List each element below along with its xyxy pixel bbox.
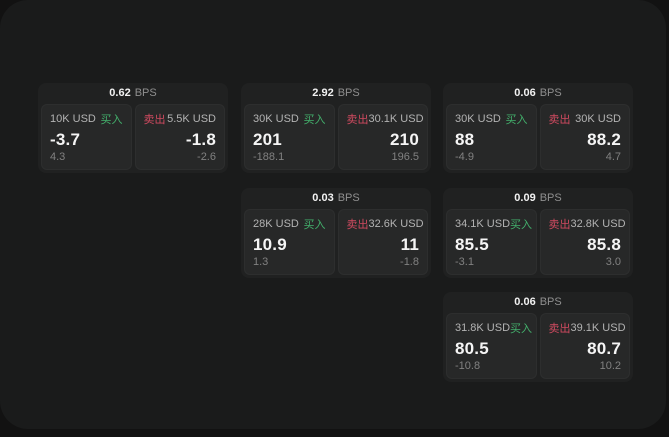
buy-sub-value: -4.9 bbox=[455, 151, 474, 163]
buy-label: 买入 bbox=[510, 323, 533, 335]
buy-price: 201 bbox=[253, 130, 282, 149]
sell-label: 卖出 bbox=[346, 114, 369, 126]
sell-price: -1.8 bbox=[185, 130, 216, 149]
sell-label: 卖出 bbox=[346, 219, 369, 231]
sell-amount: 30K USD bbox=[575, 113, 621, 125]
bps-header: 0.62 BPS bbox=[41, 83, 225, 104]
buy-sub-value: 1.3 bbox=[253, 256, 269, 268]
buy-label: 买入 bbox=[303, 114, 326, 126]
buy-panel[interactable]: 28K USD 买入 10.9 1.3 bbox=[244, 209, 335, 275]
buy-sub-value: 4.3 bbox=[50, 151, 66, 163]
buy-price: -3.7 bbox=[50, 130, 81, 149]
buy-sub-value: -3.1 bbox=[455, 256, 474, 268]
bps-header: 0.03 BPS bbox=[244, 188, 428, 209]
sell-sub-value: 196.5 bbox=[391, 151, 419, 163]
sell-price: 80.7 bbox=[587, 339, 621, 358]
buy-amount: 30K USD bbox=[455, 113, 501, 125]
sell-sub-value: 10.2 bbox=[599, 360, 621, 372]
sell-amount: 39.1K USD bbox=[570, 322, 626, 334]
bps-header: 2.92 BPS bbox=[244, 83, 428, 104]
sell-sub-value: 3.0 bbox=[605, 256, 621, 268]
quote-card[interactable]: 0.03 BPS 28K USD 买入 10.9 1.3 卖出 32.6K US… bbox=[241, 188, 431, 278]
buy-panel[interactable]: 30K USD 买入 201 -188.1 bbox=[244, 104, 335, 170]
quote-card[interactable]: 0.09 BPS 34.1K USD 买入 85.5 -3.1 卖出 32.8K… bbox=[443, 188, 633, 278]
buy-panel[interactable]: 31.8K USD 买入 80.5 -10.8 bbox=[446, 313, 537, 379]
buy-price: 80.5 bbox=[455, 339, 489, 358]
sell-panel[interactable]: 卖出 32.6K USD 11 -1.8 bbox=[337, 209, 428, 275]
buy-amount: 28K USD bbox=[253, 218, 299, 230]
sell-panel[interactable]: 卖出 32.8K USD 85.8 3.0 bbox=[539, 209, 630, 275]
buy-panel[interactable]: 10K USD 买入 -3.7 4.3 bbox=[41, 104, 132, 170]
bps-unit-label: BPS bbox=[337, 87, 360, 99]
sell-panel[interactable]: 卖出 30.1K USD 210 196.5 bbox=[337, 104, 428, 170]
buy-price: 88 bbox=[455, 130, 475, 149]
sell-amount: 32.6K USD bbox=[368, 218, 424, 230]
quote-card[interactable]: 0.06 BPS 30K USD 买入 88 -4.9 卖出 30K USD 8… bbox=[443, 83, 633, 173]
buy-amount: 34.1K USD bbox=[455, 218, 511, 230]
bps-header: 0.06 BPS bbox=[446, 83, 630, 104]
bps-value: 0.03 bbox=[312, 192, 334, 204]
buy-panel[interactable]: 30K USD 买入 88 -4.9 bbox=[446, 104, 537, 170]
buy-sub-value: -188.1 bbox=[253, 151, 285, 163]
sell-amount: 32.8K USD bbox=[570, 218, 626, 230]
sell-sub-value: 4.7 bbox=[605, 151, 621, 163]
quote-card[interactable]: 0.06 BPS 31.8K USD 买入 80.5 -10.8 卖出 39.1… bbox=[443, 292, 633, 382]
sell-panel[interactable]: 卖出 5.5K USD -1.8 -2.6 bbox=[134, 104, 225, 170]
sell-label: 卖出 bbox=[548, 219, 571, 231]
buy-panel[interactable]: 34.1K USD 买入 85.5 -3.1 bbox=[446, 209, 537, 275]
buy-amount: 10K USD bbox=[50, 113, 96, 125]
bps-header: 0.06 BPS bbox=[446, 292, 630, 313]
buy-label: 买入 bbox=[100, 114, 123, 126]
buy-price: 85.5 bbox=[455, 235, 489, 254]
bps-unit-label: BPS bbox=[539, 192, 562, 204]
bps-unit-label: BPS bbox=[539, 87, 562, 99]
bps-unit-label: BPS bbox=[337, 192, 360, 204]
buy-amount: 31.8K USD bbox=[455, 322, 511, 334]
buy-sub-value: -10.8 bbox=[455, 360, 481, 372]
bps-unit-label: BPS bbox=[134, 87, 157, 99]
sell-price: 85.8 bbox=[587, 235, 621, 254]
bps-value: 0.06 bbox=[514, 296, 536, 308]
buy-label: 买入 bbox=[510, 219, 533, 231]
bps-value: 0.62 bbox=[109, 87, 131, 99]
sell-sub-value: -2.6 bbox=[197, 151, 216, 163]
buy-amount: 30K USD bbox=[253, 113, 299, 125]
bps-value: 0.06 bbox=[514, 87, 536, 99]
sell-label: 卖出 bbox=[143, 114, 166, 126]
bps-value: 0.09 bbox=[514, 192, 536, 204]
sell-price: 88.2 bbox=[587, 130, 621, 149]
quote-card[interactable]: 0.62 BPS 10K USD 买入 -3.7 4.3 卖出 5.5K USD… bbox=[38, 83, 228, 173]
sell-amount: 30.1K USD bbox=[368, 113, 424, 125]
bps-header: 0.09 BPS bbox=[446, 188, 630, 209]
sell-panel[interactable]: 卖出 30K USD 88.2 4.7 bbox=[539, 104, 630, 170]
quote-card[interactable]: 2.92 BPS 30K USD 买入 201 -188.1 卖出 30.1K … bbox=[241, 83, 431, 173]
sell-panel[interactable]: 卖出 39.1K USD 80.7 10.2 bbox=[539, 313, 630, 379]
sell-label: 卖出 bbox=[548, 114, 571, 126]
sell-price: 11 bbox=[400, 235, 419, 254]
bps-value: 2.92 bbox=[312, 87, 334, 99]
sell-price: 210 bbox=[390, 130, 419, 149]
bps-unit-label: BPS bbox=[539, 296, 562, 308]
buy-price: 10.9 bbox=[253, 235, 287, 254]
buy-label: 买入 bbox=[505, 114, 528, 126]
buy-label: 买入 bbox=[303, 219, 326, 231]
sell-label: 卖出 bbox=[548, 323, 571, 335]
sell-amount: 5.5K USD bbox=[167, 113, 216, 125]
sell-sub-value: -1.8 bbox=[400, 256, 419, 268]
